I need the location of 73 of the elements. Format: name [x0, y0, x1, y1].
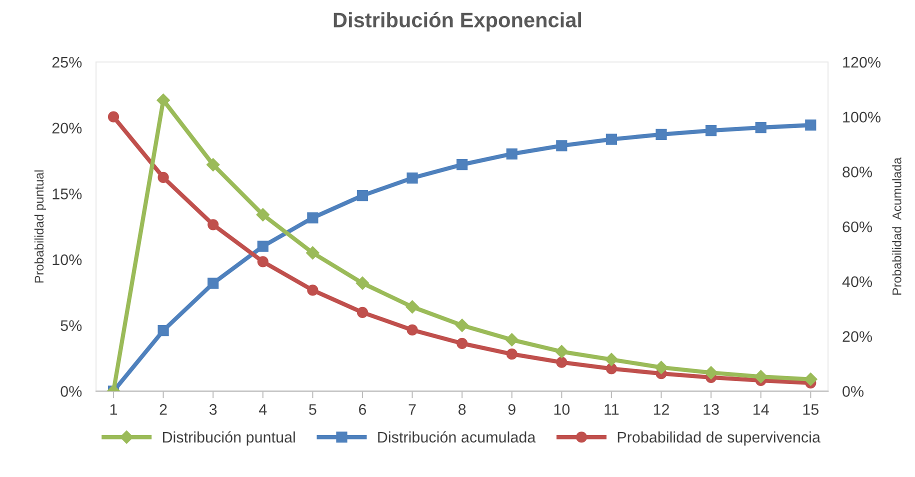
x-tick-label: 3	[209, 404, 217, 415]
point	[505, 333, 518, 346]
point	[604, 352, 618, 366]
x-tick-label: 2	[160, 404, 167, 415]
y-tick-label: 0%	[60, 386, 82, 397]
x-tick-label: 15	[803, 404, 819, 415]
point	[455, 318, 469, 332]
point	[606, 134, 618, 145]
point	[606, 363, 618, 374]
point	[406, 300, 419, 314]
point	[456, 338, 468, 349]
x-tick-label: 5	[309, 404, 316, 415]
point	[356, 276, 370, 290]
point	[406, 324, 418, 336]
point	[208, 219, 219, 230]
point	[257, 240, 268, 252]
x-tick-label: 14	[754, 404, 769, 415]
point	[256, 208, 270, 222]
x-tick-label: 11	[604, 404, 619, 415]
point	[754, 370, 768, 384]
chart-title: Distribución Exponencial	[334, 12, 582, 32]
point	[556, 356, 568, 368]
y2-tick-label: 60%	[842, 221, 872, 232]
point	[456, 159, 468, 170]
point	[257, 256, 268, 268]
legend-label: Probabilidad de supervivencia	[618, 431, 820, 446]
x-tick-label: 9	[508, 404, 516, 415]
point	[306, 246, 320, 260]
point	[654, 360, 668, 374]
point	[406, 172, 418, 184]
y-tick-label: 10%	[52, 254, 82, 266]
y-tick-label: 25%	[52, 56, 82, 68]
point	[307, 212, 318, 224]
y2-axis-title: Probabilidad Acumulada	[892, 157, 902, 295]
point	[158, 172, 169, 184]
point	[706, 125, 717, 136]
x-tick-label: 4	[258, 404, 267, 415]
x-tick-label: 6	[359, 404, 366, 415]
legend-label: Distribución acumulada	[378, 431, 536, 443]
x-tick-label: 1	[110, 404, 118, 415]
point	[506, 148, 518, 160]
point	[804, 372, 818, 386]
point	[555, 345, 568, 358]
x-tick-label: 8	[458, 404, 466, 415]
point	[356, 190, 368, 202]
legend-label: Distribución puntual	[162, 431, 295, 446]
y2-tick-label: 40%	[842, 276, 872, 288]
y2-tick-label: 120%	[843, 56, 880, 68]
point	[206, 158, 220, 172]
point	[755, 122, 766, 134]
point	[156, 94, 170, 107]
point	[656, 128, 667, 140]
y-axis-title: Probabilidad puntual	[34, 170, 46, 283]
point	[158, 324, 169, 336]
y2-tick-label: 100%	[843, 112, 880, 123]
y2-tick-label: 80%	[842, 166, 872, 178]
point	[208, 278, 219, 289]
point	[704, 366, 718, 380]
x-tick-label: 13	[704, 404, 719, 415]
point	[356, 306, 368, 318]
point	[307, 284, 318, 296]
x-tick-label: 12	[654, 404, 669, 415]
point	[805, 120, 816, 131]
point	[556, 140, 568, 152]
y-tick-label: 20%	[52, 122, 82, 134]
y2-tick-label: 20%	[842, 331, 872, 342]
point	[108, 111, 120, 122]
y-tick-label: 5%	[60, 320, 82, 331]
y-tick-label: 15%	[52, 188, 82, 200]
x-tick-label: 10	[554, 404, 570, 415]
point	[506, 348, 518, 360]
x-tick-label: 7	[408, 404, 416, 415]
y2-tick-label: 0%	[842, 386, 864, 397]
